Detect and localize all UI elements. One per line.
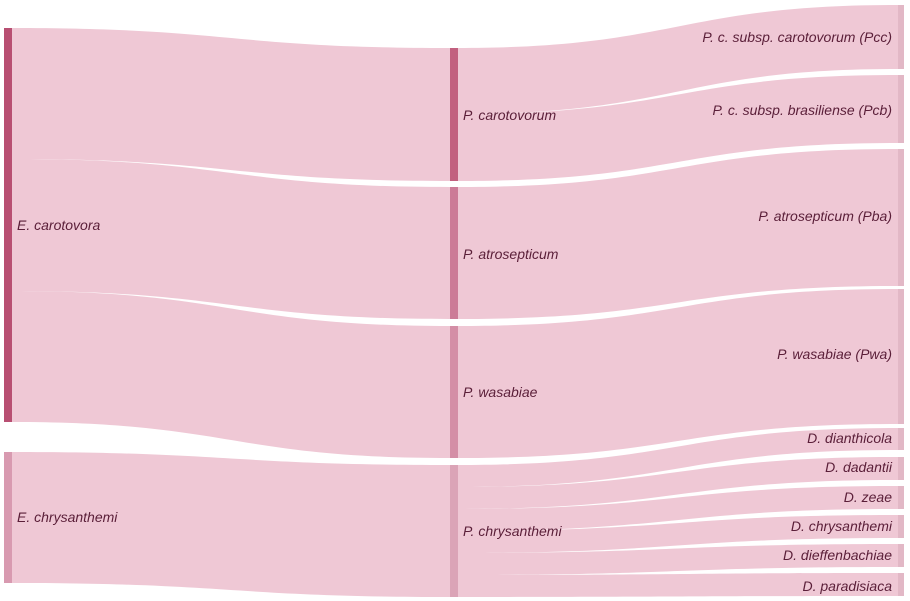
label-d-dadantii: D. dadantii <box>825 459 893 475</box>
node-dchr <box>898 515 904 538</box>
node-pcar <box>450 48 458 181</box>
node-pwas <box>450 326 458 458</box>
label-pcb: P. c. subsp. brasiliense (Pcb) <box>713 102 893 118</box>
node-pcb <box>898 75 904 143</box>
label-e-chrysanthemi: E. chrysanthemi <box>17 509 118 525</box>
label-p-carotovorum: P. carotovorum <box>463 107 556 123</box>
label-d-zeae: D. zeae <box>844 489 892 505</box>
label-d-chrysanthemi: D. chrysanthemi <box>791 518 893 534</box>
link-pchr-ddad <box>458 457 898 509</box>
label-d-paradisiaca: D. paradisiaca <box>803 578 893 594</box>
node-pcc <box>898 5 904 69</box>
link-ecar-pwas <box>12 291 450 458</box>
link-pcar-pcc <box>458 5 898 114</box>
label-e-carotovora: E. carotovora <box>17 217 100 233</box>
link-pwas-pwa <box>458 289 898 458</box>
node-ddie <box>898 544 904 567</box>
label-d-dieffenbachiae: D. dieffenbachiae <box>783 547 892 563</box>
link-ecar-pcar <box>12 28 450 181</box>
node-dzea <box>898 486 904 509</box>
node-dpar <box>898 573 904 596</box>
label-p-chrysanthemi: P. chrysanthemi <box>463 523 562 539</box>
sankey-links <box>12 5 898 597</box>
node-ecar <box>4 28 12 422</box>
label-pwa: P. wasabiae (Pwa) <box>777 346 892 362</box>
node-patr <box>450 187 458 319</box>
link-pchr-dchr <box>458 515 898 553</box>
node-ddad <box>898 457 904 480</box>
sankey-nodes <box>4 5 904 597</box>
label-d-dianthicola: D. dianthicola <box>807 430 892 446</box>
link-pchr-dpar <box>458 573 898 597</box>
link-pchr-ddia <box>458 428 898 487</box>
node-pwa <box>898 289 904 424</box>
node-ddia <box>898 428 904 450</box>
node-echr <box>4 452 12 583</box>
label-pcc: P. c. subsp. carotovorum (Pcc) <box>702 29 892 45</box>
node-pchr <box>450 465 458 597</box>
node-pba <box>898 149 904 286</box>
link-pcar-pcb <box>458 75 898 181</box>
link-pchr-dzea <box>458 486 898 531</box>
label-p-wasabiae: P. wasabiae <box>463 384 538 400</box>
label-p-atrosepticum: P. atrosepticum <box>463 246 559 262</box>
link-patr-pba <box>458 149 898 319</box>
link-echr-pchr <box>12 452 450 597</box>
label-pba: P. atrosepticum (Pba) <box>758 208 892 224</box>
link-pchr-ddie <box>458 544 898 575</box>
link-ecar-patr <box>12 159 450 319</box>
